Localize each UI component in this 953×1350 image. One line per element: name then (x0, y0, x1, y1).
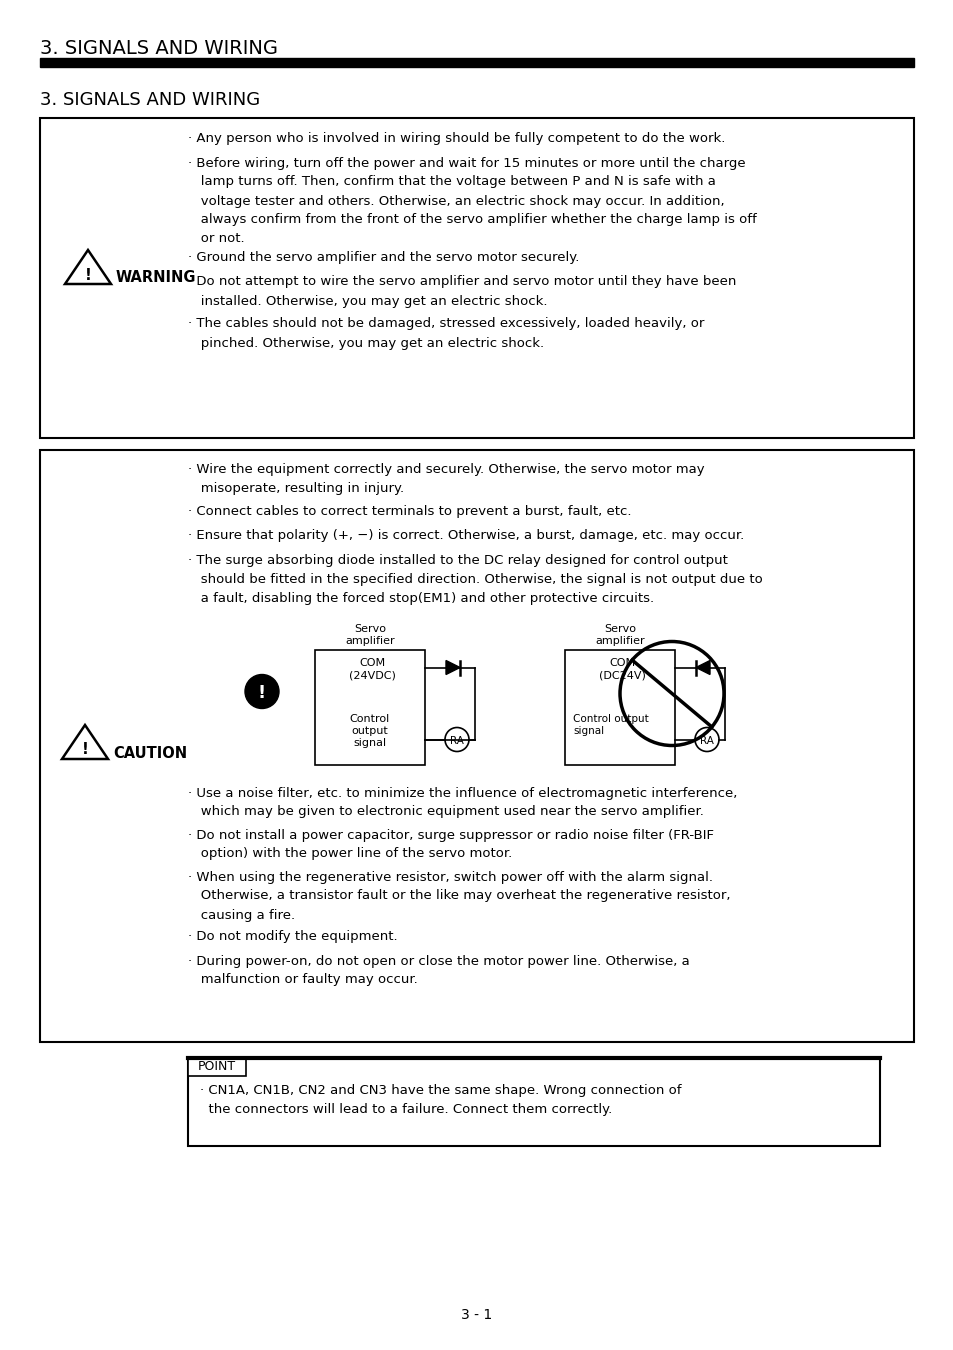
Text: COM: COM (358, 657, 385, 667)
Text: · Ground the servo amplifier and the servo motor securely.: · Ground the servo amplifier and the ser… (188, 251, 578, 265)
Text: signal: signal (573, 726, 603, 737)
Text: POINT: POINT (197, 1061, 235, 1073)
Text: output: output (352, 726, 388, 737)
Text: Servo: Servo (354, 624, 386, 633)
Text: !: ! (257, 683, 266, 702)
Text: · CN1A, CN1B, CN2 and CN3 have the same shape. Wrong connection of
  the connect: · CN1A, CN1B, CN2 and CN3 have the same … (200, 1084, 680, 1116)
Bar (564, 649, 675, 764)
Text: WARNING: WARNING (116, 270, 196, 285)
Text: · Connect cables to correct terminals to prevent a burst, fault, etc.: · Connect cables to correct terminals to… (188, 505, 631, 518)
Text: 3. SIGNALS AND WIRING: 3. SIGNALS AND WIRING (40, 39, 277, 58)
Bar (188, 1058, 246, 1076)
Text: · The cables should not be damaged, stressed excessively, loaded heavily, or
   : · The cables should not be damaged, stre… (188, 317, 703, 350)
Bar (188, 1058, 879, 1146)
Text: · During power-on, do not open or close the motor power line. Otherwise, a
   ma: · During power-on, do not open or close … (188, 954, 689, 987)
Text: Servo: Servo (603, 624, 636, 633)
Text: RA: RA (700, 736, 713, 745)
Bar (40, 117, 913, 437)
Bar (314, 649, 424, 764)
Text: amplifier: amplifier (345, 636, 395, 645)
Text: 3 - 1: 3 - 1 (461, 1308, 492, 1322)
Text: · Do not modify the equipment.: · Do not modify the equipment. (188, 930, 397, 944)
Text: · Any person who is involved in wiring should be fully competent to do the work.: · Any person who is involved in wiring s… (188, 132, 724, 144)
Text: Control output: Control output (573, 714, 648, 725)
Text: · Do not attempt to wire the servo amplifier and servo motor until they have bee: · Do not attempt to wire the servo ampli… (188, 275, 736, 308)
Text: !: ! (85, 267, 91, 282)
Text: · Use a noise filter, etc. to minimize the influence of electromagnetic interfer: · Use a noise filter, etc. to minimize t… (188, 787, 737, 818)
Circle shape (245, 675, 278, 709)
Bar (40, 450, 913, 1042)
Text: · Ensure that polarity (+, −) is correct. Otherwise, a burst, damage, etc. may o: · Ensure that polarity (+, −) is correct… (188, 529, 743, 543)
Polygon shape (446, 660, 459, 675)
Polygon shape (696, 660, 709, 675)
Text: 3. SIGNALS AND WIRING: 3. SIGNALS AND WIRING (40, 90, 260, 109)
Text: · When using the regenerative resistor, switch power off with the alarm signal.
: · When using the regenerative resistor, … (188, 871, 730, 922)
Text: (DC24V): (DC24V) (598, 671, 645, 680)
Text: · Before wiring, turn off the power and wait for 15 minutes or more until the ch: · Before wiring, turn off the power and … (188, 157, 756, 246)
Text: · Wire the equipment correctly and securely. Otherwise, the servo motor may
   m: · Wire the equipment correctly and secur… (188, 463, 704, 495)
Bar (40, 58, 913, 68)
Text: (24VDC): (24VDC) (348, 671, 395, 680)
Text: · Do not install a power capacitor, surge suppressor or radio noise filter (FR-B: · Do not install a power capacitor, surg… (188, 829, 713, 860)
Text: Control: Control (350, 714, 390, 725)
Text: !: ! (81, 743, 89, 757)
Text: RA: RA (450, 736, 463, 745)
Text: CAUTION: CAUTION (112, 745, 187, 760)
Text: signal: signal (353, 738, 386, 748)
Text: amplifier: amplifier (595, 636, 644, 645)
Text: COM: COM (608, 657, 635, 667)
Text: · The surge absorbing diode installed to the DC relay designed for control outpu: · The surge absorbing diode installed to… (188, 554, 762, 605)
